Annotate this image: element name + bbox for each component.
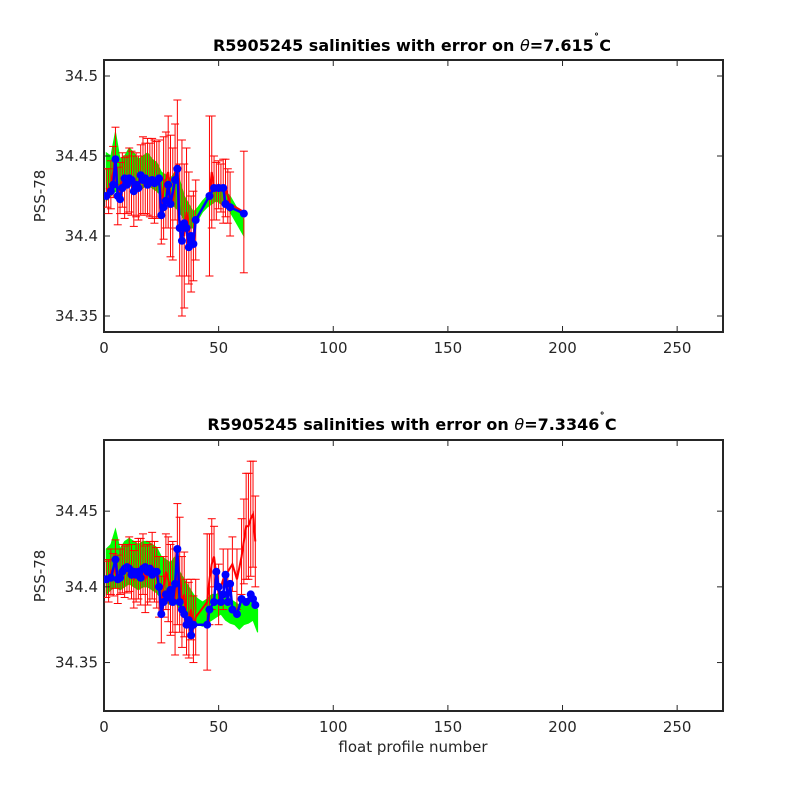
calibrated-salinity-point-bottom: [210, 597, 219, 606]
calibrated-salinity-point-bottom: [166, 585, 175, 594]
y-tick-label-bottom: 34.35: [55, 654, 98, 672]
calibrated-salinity-point-bottom: [171, 579, 180, 588]
y-tick-label-top: 34.4: [65, 227, 98, 245]
calibrated-salinity-point-bottom: [205, 605, 214, 614]
calibrated-salinity-point-bottom: [155, 582, 164, 591]
salinity-panel-top: R5905245 salinities with error on θ=7.61…: [31, 32, 724, 357]
x-tick-label-top: 150: [434, 339, 463, 357]
calibrated-salinity-point-top: [159, 203, 168, 212]
plot-area-top: 0 50 100 150 200 250 34.35 34.4 34.45 34.5: [55, 59, 724, 357]
x-tick-label-top: 200: [548, 339, 577, 357]
calibrated-salinity-point-top: [205, 192, 214, 200]
calibrated-salinity-point-bottom: [116, 573, 125, 582]
calibrated-salinity-point-bottom: [221, 570, 230, 579]
calibrated-salinity-point-top: [171, 176, 180, 184]
y-tick-label-top: 34.45: [55, 147, 98, 165]
calibrated-salinity-point-top: [111, 155, 120, 164]
calibrated-salinity-point-top: [173, 164, 182, 173]
plot-area-bottom: 0 50 100 150 200 250 34.35 34.4 34.45: [55, 439, 724, 736]
calibrated-salinity-point-top: [191, 216, 200, 224]
x-tick-label-top: 250: [663, 339, 692, 357]
x-tick-label-top: 100: [319, 339, 348, 357]
calibrated-salinity-point-bottom: [111, 555, 120, 564]
data-layer-top: [104, 99, 248, 317]
calibrated-salinity-point-top: [116, 195, 125, 204]
calibrated-salinity-point-bottom: [157, 610, 166, 619]
calibrated-salinity-point-bottom: [251, 601, 260, 610]
y-axis-label-top: PSS-78: [31, 170, 49, 223]
data-layer-bottom: [104, 460, 260, 671]
y-axis-label-bottom: PSS-78: [31, 550, 49, 603]
x-tick-label-bottom: 100: [319, 718, 348, 736]
calibrated-salinity-point-bottom: [203, 620, 212, 629]
x-tick-label-bottom: 0: [99, 718, 109, 736]
calibrated-salinity-point-top: [189, 240, 198, 248]
calibrated-salinity-point-top: [157, 211, 166, 220]
calibrated-salinity-point-bottom: [136, 573, 145, 582]
x-tick-label-top: 0: [99, 339, 109, 357]
x-tick-label-bottom: 250: [663, 718, 692, 736]
calibrated-salinity-point-top: [226, 203, 235, 212]
y-tick-label-bottom: 34.4: [65, 578, 98, 596]
calibrated-salinity-point-top: [182, 224, 191, 232]
calibrated-salinity-point-top: [219, 184, 228, 192]
calibrated-salinity-point-top: [109, 180, 118, 189]
x-tick-label-top: 50: [209, 339, 228, 357]
axes-frame-bottom: [103, 439, 724, 712]
calibrated-salinity-point-bottom: [187, 631, 196, 640]
calibrated-salinity-point-top: [164, 180, 173, 189]
calibrated-salinity-point-bottom: [212, 567, 221, 576]
calibrated-salinity-point-bottom: [173, 545, 182, 554]
calibrated-salinity-point-bottom: [168, 597, 177, 606]
calibrated-salinity-point-bottom: [216, 597, 225, 606]
calibrated-salinity-point-top: [187, 232, 196, 240]
calibrated-salinity-point-bottom: [214, 582, 223, 591]
chart-title-bottom: R5905245 salinities with error on θ=7.33…: [207, 411, 616, 434]
calibrated-salinity-point-bottom: [180, 610, 189, 619]
calibrated-salinity-point-bottom: [189, 620, 198, 629]
y-tick-label-top: 34.35: [55, 307, 98, 325]
calibrated-salinity-point-bottom: [106, 573, 115, 582]
calibrated-salinity-point-top: [155, 174, 164, 183]
calibrated-salinity-point-bottom: [175, 597, 184, 606]
calibrated-salinity-point-bottom: [226, 579, 235, 588]
calibrated-salinity-point-bottom: [249, 594, 258, 603]
calibrated-salinity-point-top: [177, 236, 186, 245]
x-tick-label-bottom: 200: [548, 718, 577, 736]
calibrated-salinity-point-bottom: [232, 610, 241, 619]
y-tick-label-bottom: 34.45: [55, 502, 98, 520]
calibrated-salinity-point-bottom: [242, 597, 251, 606]
y-tick-label-top: 34.5: [65, 67, 98, 85]
calibrated-salinity-point-bottom: [223, 597, 232, 606]
x-axis-label-bottom: float profile number: [338, 738, 488, 756]
x-tick-label-bottom: 150: [434, 718, 463, 736]
calibrated-salinity-point-bottom: [219, 590, 228, 599]
calibrated-salinity-point-bottom: [152, 567, 161, 576]
calibrated-salinity-point-top: [134, 184, 143, 192]
x-tick-label-bottom: 50: [209, 718, 228, 736]
calibrated-salinity-point-top: [239, 209, 248, 218]
calibrated-salinity-point-top: [106, 187, 115, 196]
calibrated-salinity-point-top: [166, 200, 175, 208]
chart-title-top: R5905245 salinities with error on θ=7.61…: [213, 32, 611, 55]
salinity-panel-bottom: R5905245 salinities with error on θ=7.33…: [31, 411, 724, 756]
